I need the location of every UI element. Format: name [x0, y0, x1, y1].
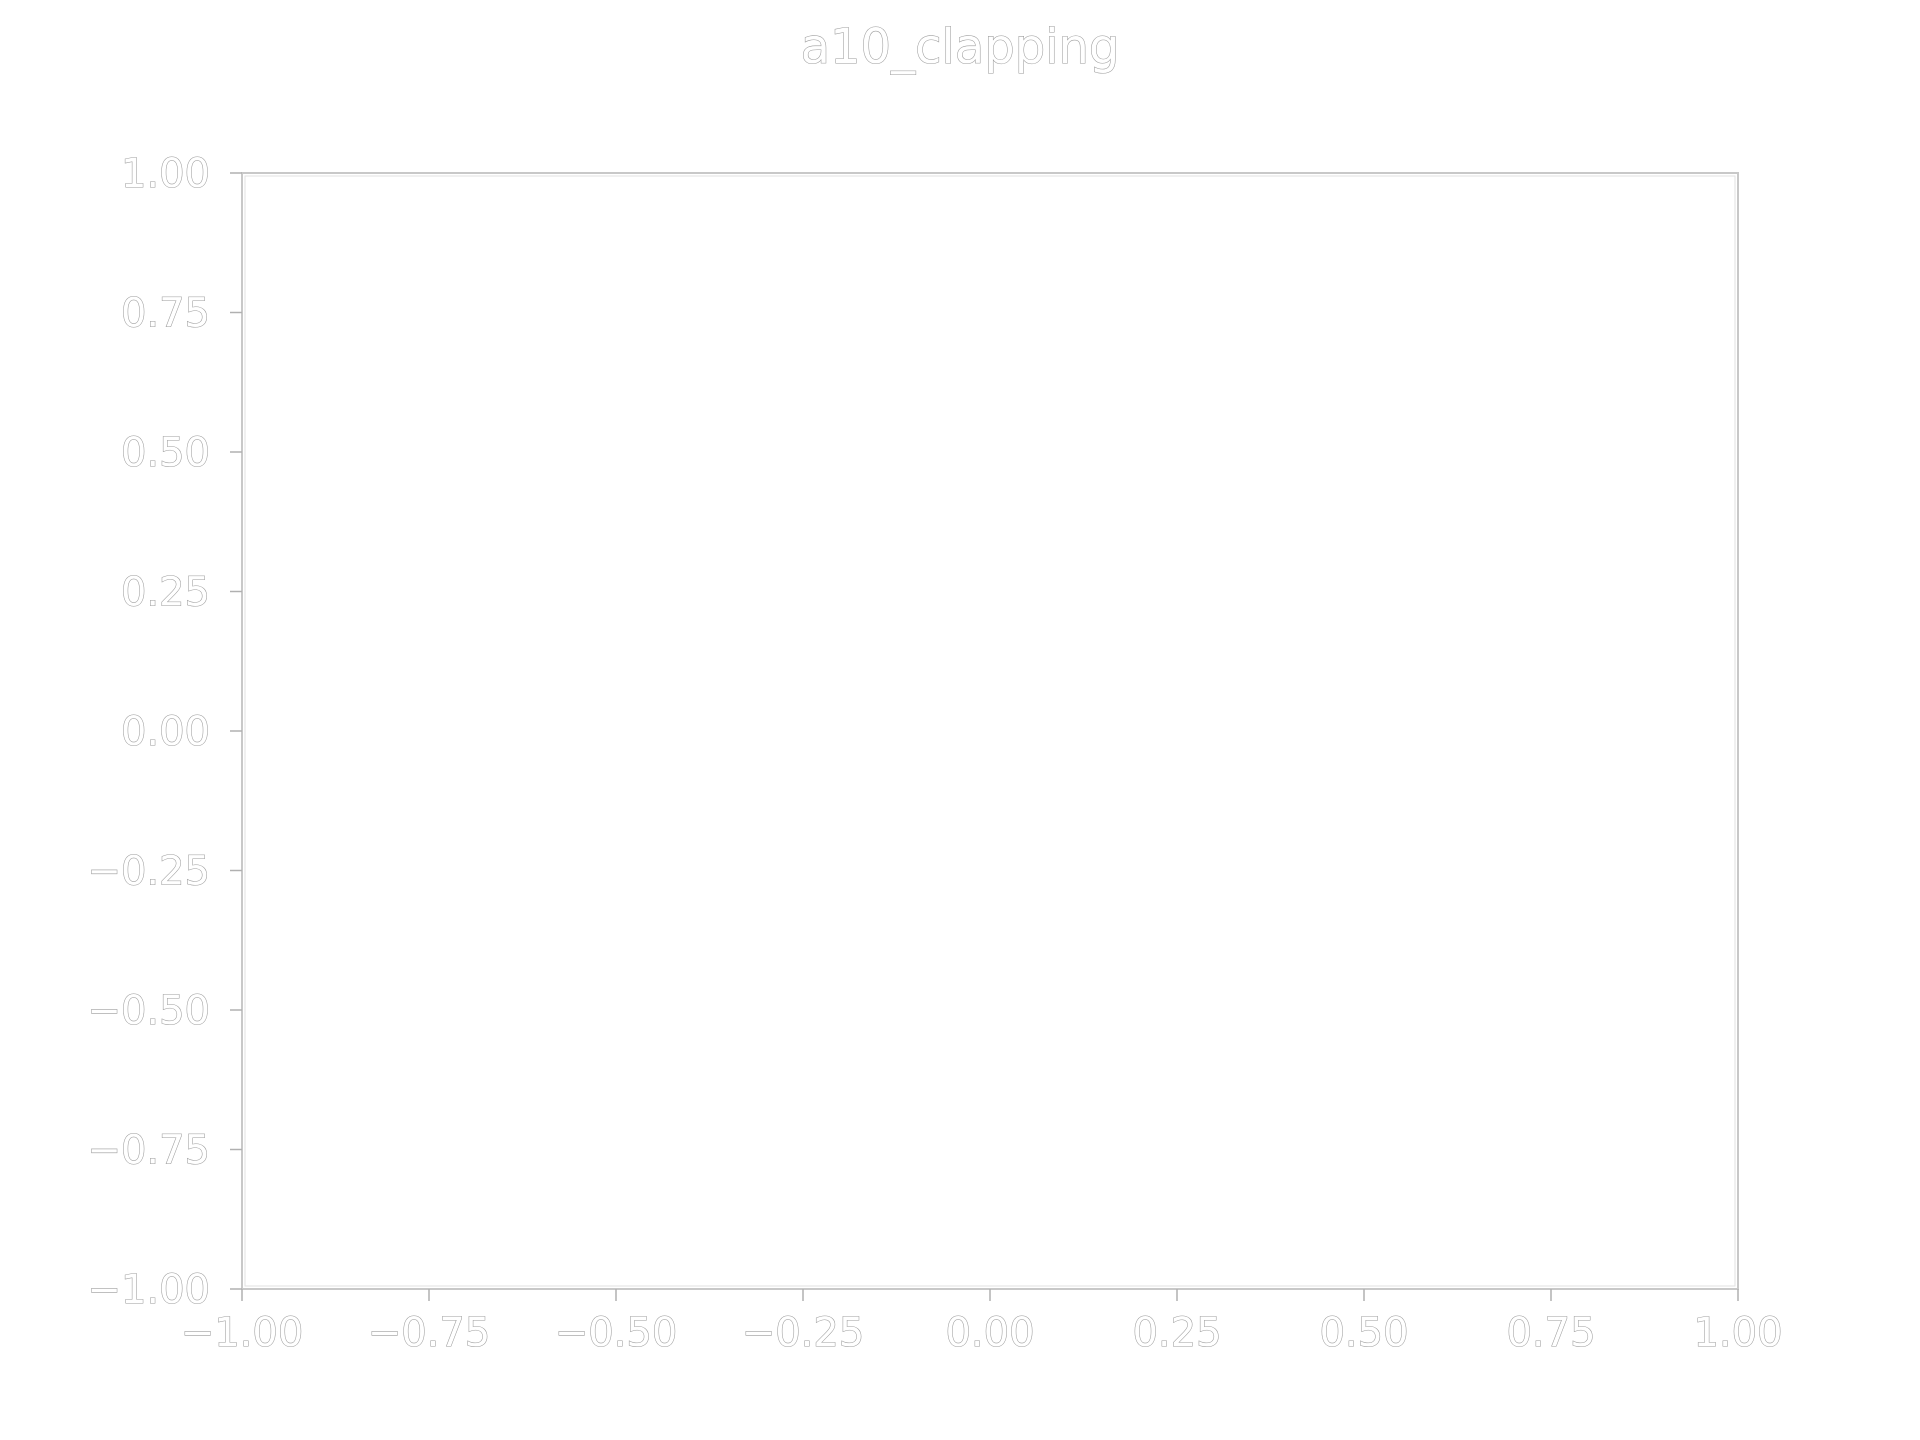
y-tick-label: 0.50	[121, 430, 210, 476]
y-tick-label: −1.00	[87, 1267, 210, 1313]
y-tick-label: 0.75	[121, 291, 210, 337]
x-tick-label: −0.25	[742, 1310, 865, 1356]
y-axis: −1.00 −0.75 −0.50 −0.25 0.00 0.25 0.50 0.75 1.00	[87, 150, 242, 1314]
y-tick-label: 0.00	[121, 709, 210, 755]
x-tick-label: −1.00	[181, 1310, 304, 1356]
plot-area	[241, 172, 1739, 1290]
y-tick-label: −0.25	[87, 849, 210, 895]
axes-frame-inner	[244, 175, 1736, 1287]
x-tick-label: −0.75	[368, 1310, 491, 1356]
y-tick-label: 1.00	[121, 151, 210, 197]
y-tick-label: −0.50	[87, 988, 210, 1034]
x-tick-label: 0.75	[1506, 1310, 1595, 1356]
x-tick-label: 0.00	[945, 1310, 1034, 1356]
x-tick-label: −0.50	[555, 1310, 678, 1356]
x-tick-label: 0.50	[1319, 1310, 1408, 1356]
axes-frame	[241, 172, 1739, 1290]
y-tick-label: 0.25	[121, 570, 210, 616]
y-tick-label: −0.75	[87, 1128, 210, 1174]
x-tick-label: 0.25	[1132, 1310, 1221, 1356]
x-tick-label: 1.00	[1693, 1310, 1782, 1356]
chart-title: a10_clapping	[801, 19, 1120, 75]
x-axis: −1.00 −0.75 −0.50 −0.25 0.00 0.25 0.50 0.75 1.00	[180, 1289, 1783, 1357]
